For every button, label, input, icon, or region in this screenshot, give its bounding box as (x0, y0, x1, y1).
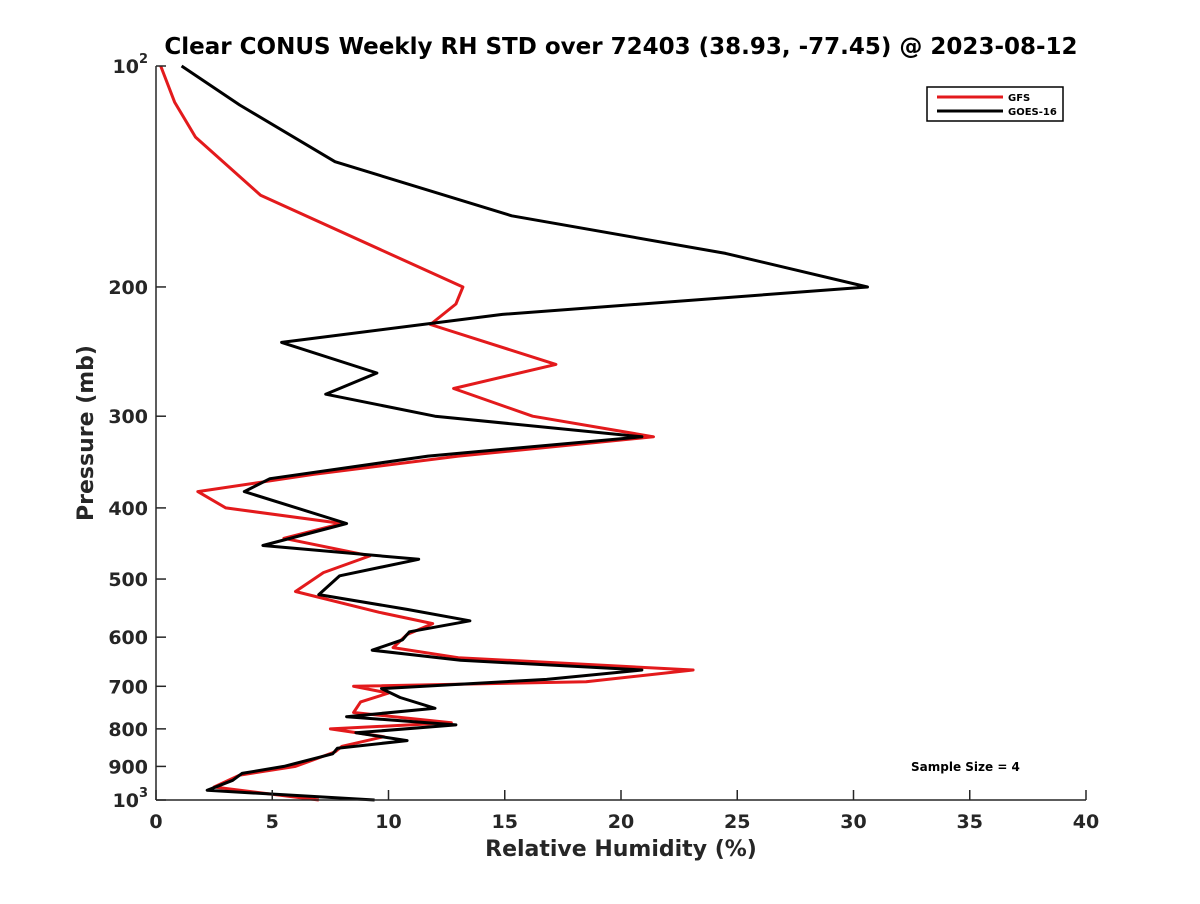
x-tick-label: 10 (375, 811, 401, 833)
series-line-goes-16 (180, 64, 869, 802)
y-tick-label: 600 (108, 627, 148, 649)
x-tick-label: 30 (840, 811, 866, 833)
x-tick-label: 20 (608, 811, 634, 833)
x-tick-label: 25 (724, 811, 750, 833)
y-tick-label: 700 (108, 676, 148, 698)
x-axis-label: Relative Humidity (%) (485, 837, 757, 862)
y-tick-label: 900 (108, 756, 148, 778)
y-tick-label: 103 (113, 786, 149, 812)
y-tick-label: 800 (108, 719, 148, 741)
legend: GFS GOES-16 (926, 86, 1064, 122)
y-ticks: 102 200 300 400 500 600 700 800 900 103 (108, 52, 166, 812)
y-tick-label: 300 (108, 406, 148, 428)
legend-box (926, 86, 1064, 122)
y-tick-label: 200 (108, 277, 148, 299)
x-ticks: 0 5 10 15 20 25 30 35 40 (149, 790, 1099, 833)
legend-label-goes-16: GOES-16 (1008, 107, 1057, 118)
plot-lines (159, 64, 869, 802)
legend-label-gfs: GFS (1008, 93, 1030, 104)
chart-title: Clear CONUS Weekly RH STD over 72403 (38… (164, 34, 1077, 60)
y-axis-label: Pressure (mb) (74, 345, 99, 521)
sample-size-annotation: Sample Size = 4 (911, 760, 1020, 774)
y-tick-label: 500 (108, 569, 148, 591)
y-tick-label: 102 (113, 52, 149, 78)
x-tick-label: 5 (266, 811, 279, 833)
x-tick-label: 35 (957, 811, 983, 833)
y-tick-label: 400 (108, 498, 148, 520)
x-tick-label: 40 (1073, 811, 1099, 833)
x-tick-label: 0 (149, 811, 162, 833)
x-tick-label: 15 (492, 811, 518, 833)
